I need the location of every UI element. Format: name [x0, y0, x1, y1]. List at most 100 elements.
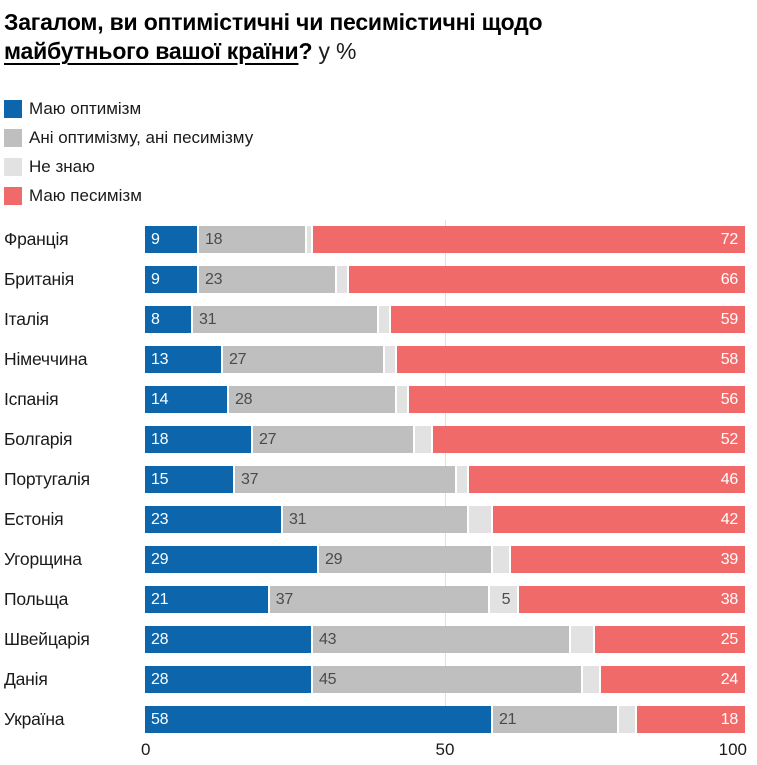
country-label: Естонія [4, 509, 64, 529]
bar-segment: 9 [145, 226, 199, 253]
stacked-bar: 9 23 66 [145, 266, 745, 293]
bar-segment [415, 426, 433, 453]
segment-value: 56 [720, 390, 739, 408]
segment-value: 18 [205, 230, 223, 248]
segment-value: 38 [720, 590, 739, 608]
bar-segment: 56 [409, 386, 745, 413]
segment-value: 23 [205, 270, 223, 288]
stacked-bar: 23 31 42 [145, 506, 745, 533]
stacked-bar: 21 37 5 38 [145, 586, 745, 613]
segment-value: 18 [151, 430, 169, 448]
bar-segment: 27 [223, 346, 385, 373]
stacked-bar: 28 43 25 [145, 626, 745, 653]
stacked-bar: 8 31 59 [145, 306, 745, 333]
bar-segment: 45 [313, 666, 583, 693]
x-tick-0: 0 [141, 740, 151, 759]
bar-segment: 21 [493, 706, 619, 733]
segment-value: 14 [151, 390, 169, 408]
country-label: Італія [4, 309, 49, 329]
bar-row: Франція 9 18 72 [4, 226, 745, 253]
bar-segment: 29 [319, 546, 493, 573]
bar-row: Польща 21 37 5 38 [4, 586, 745, 613]
bar-segment: 66 [349, 266, 745, 293]
title-line2-underlined: майбутнього вашої країни [4, 38, 299, 64]
legend-label: Маю оптимізм [29, 98, 142, 118]
segment-value: 37 [241, 470, 259, 488]
bar-segment: 28 [145, 666, 313, 693]
bar-segment [457, 466, 469, 493]
country-label: Швейцарія [4, 629, 90, 649]
country-label: Україна [4, 709, 65, 729]
bar-row: Угорщина 29 29 39 [4, 546, 745, 573]
segment-value: 13 [151, 350, 169, 368]
stacked-bar: 18 27 52 [145, 426, 745, 453]
chart-title: Загалом, ви оптимістичні чи песимістичні… [4, 8, 745, 66]
segment-value: 9 [151, 270, 160, 288]
bar-segment [493, 546, 511, 573]
segment-value: 52 [720, 430, 739, 448]
legend-swatch-icon [4, 99, 22, 118]
bar-segment [379, 306, 391, 333]
segment-value: 31 [199, 310, 217, 328]
segment-value: 59 [720, 310, 739, 328]
segment-value: 24 [720, 670, 739, 688]
axis-scale: 0 50 100 [141, 740, 747, 762]
chart-rows: Франція 9 18 72 Британія 9 23 66 Італія 8 31 59 Німе… [4, 220, 745, 733]
bar-segment: 13 [145, 346, 223, 373]
bar-segment: 18 [637, 706, 745, 733]
bar-segment: 27 [253, 426, 415, 453]
bar-segment: 58 [397, 346, 745, 373]
bar-segment: 43 [313, 626, 571, 653]
bar-segment [583, 666, 601, 693]
bar-segment [571, 626, 595, 653]
segment-value: 42 [720, 510, 739, 528]
bar-segment: 72 [313, 226, 745, 253]
segment-value: 28 [151, 630, 169, 648]
country-label: Болгарія [4, 429, 73, 449]
stacked-bar: 14 28 56 [145, 386, 745, 413]
bar-segment: 58 [145, 706, 493, 733]
bar-segment: 18 [199, 226, 307, 253]
bar-segment: 23 [199, 266, 337, 293]
segment-value: 66 [720, 270, 739, 288]
segment-value: 5 [501, 590, 511, 608]
bar-segment: 31 [193, 306, 379, 333]
bar-segment: 8 [145, 306, 193, 333]
bar-row: Україна 58 21 18 [4, 706, 745, 733]
segment-value: 25 [720, 630, 739, 648]
bar-row: Британія 9 23 66 [4, 266, 745, 293]
bar-segment: 9 [145, 266, 199, 293]
bar-segment: 28 [145, 626, 313, 653]
axis-spacer [4, 740, 145, 762]
bar-segment: 37 [269, 586, 490, 613]
bar-row: Болгарія 18 27 52 [4, 426, 745, 453]
stacked-bar: 9 18 72 [145, 226, 745, 253]
segment-value: 15 [151, 470, 169, 488]
legend-swatch-icon [4, 128, 22, 147]
segment-value: 37 [275, 590, 294, 608]
stacked-bar: 13 27 58 [145, 346, 745, 373]
legend-label: Маю песимізм [29, 185, 142, 205]
x-tick-50: 50 [435, 740, 455, 759]
bar-segment: 18 [145, 426, 253, 453]
legend: Маю оптимізм Ані оптимізму, ані песимізму… [4, 94, 745, 210]
segment-value: 31 [289, 510, 307, 528]
bar-segment: 21 [145, 586, 270, 613]
bar-row: Швейцарія 28 43 25 [4, 626, 745, 653]
bar-row: Данія 28 45 24 [4, 666, 745, 693]
bar-segment: 29 [145, 546, 319, 573]
bar-segment [397, 386, 409, 413]
legend-item: Маю оптимізм [4, 94, 745, 123]
segment-value: 45 [319, 670, 337, 688]
segment-value: 39 [720, 550, 739, 568]
bar-segment: 37 [235, 466, 457, 493]
bar-row: Італія 8 31 59 [4, 306, 745, 333]
country-label: Німеччина [4, 349, 88, 369]
segment-value: 8 [151, 310, 160, 328]
segment-value: 29 [151, 550, 169, 568]
bar-segment: 15 [145, 466, 235, 493]
bar-segment [469, 506, 493, 533]
segment-value: 9 [151, 230, 160, 248]
x-tick-100: 100 [718, 740, 747, 759]
bar-segment [385, 346, 397, 373]
